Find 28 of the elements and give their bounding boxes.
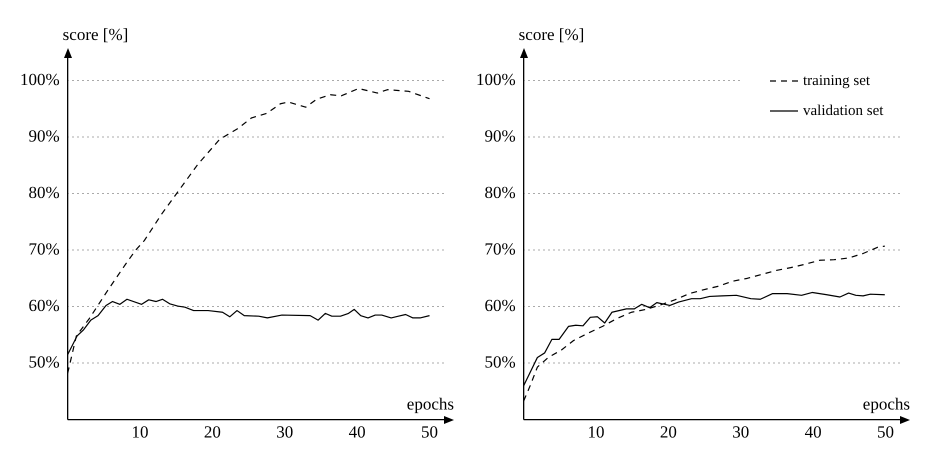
x-tick-label: 50 (877, 422, 894, 442)
y-tick-label: 90% (484, 126, 516, 146)
x-tick-label: 40 (348, 422, 366, 442)
x-tick-label: 40 (804, 422, 822, 442)
x-tick-label: 30 (276, 422, 294, 442)
x-tick-label: 20 (660, 422, 677, 442)
y-tick-label: 90% (28, 126, 60, 146)
y-tick-label: 60% (484, 296, 516, 316)
x-axis-title: epochs (862, 394, 910, 414)
x-tick-label: 50 (421, 422, 438, 442)
x-axis-title: epochs (406, 394, 454, 414)
y-tick-label: 80% (484, 183, 516, 202)
legend-label: training set (803, 72, 871, 89)
x-tick-label: 10 (132, 422, 149, 442)
y-tick-label: 50% (484, 352, 516, 372)
y-axis-title: score [%] (518, 24, 584, 44)
y-axis-title: score [%] (62, 24, 128, 44)
y-tick-label: 100% (476, 70, 516, 90)
y-tick-label: 70% (28, 240, 60, 259)
y-tick-label: 80% (28, 183, 60, 202)
x-tick-label: 20 (204, 422, 221, 442)
x-tick-label: 30 (732, 422, 750, 442)
y-tick-label: 100% (20, 70, 60, 90)
y-tick-label: 50% (28, 352, 60, 372)
y-tick-label: 60% (28, 296, 60, 316)
x-tick-label: 10 (588, 422, 605, 442)
legend-label: validation set (803, 102, 884, 119)
y-tick-label: 70% (484, 240, 516, 259)
